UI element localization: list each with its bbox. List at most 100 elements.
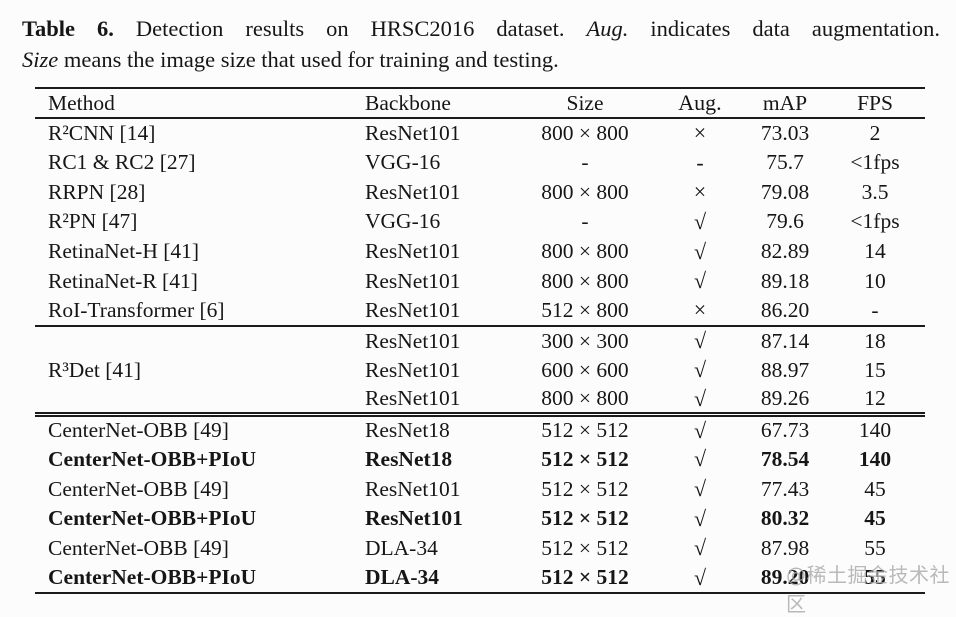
col-header-backbone: Backbone <box>365 90 451 115</box>
caption-text-1: Detection results on HRSC2016 dataset. <box>113 16 587 41</box>
fps-cell: 45 <box>864 506 886 531</box>
aug-mark-cell: √ <box>693 357 707 383</box>
method-cell <box>35 326 360 356</box>
method-cell: CenterNet-OBB [49] <box>48 535 229 560</box>
backbone-cell: ResNet101 <box>365 476 461 501</box>
caption-text-3: means the image size that used for train… <box>58 47 559 72</box>
table-row: CenterNet-OBB [49] ResNet18 512 × 512 √ … <box>35 415 925 445</box>
results-table-container: Method Backbone Size Aug. mAP FPS R²CNN … <box>35 87 925 594</box>
results-table: Method Backbone Size Aug. mAP FPS R²CNN … <box>35 87 925 594</box>
backbone-cell: DLA-34 <box>365 565 440 590</box>
aug-mark-cell: √ <box>693 446 707 472</box>
fps-cell: 45 <box>864 476 886 501</box>
caption-line-2: Size means the image size that used for … <box>22 44 940 75</box>
aug-mark-cell: √ <box>693 238 707 264</box>
map-cell: 87.14 <box>760 328 810 353</box>
aug-mark-cell: √ <box>693 476 707 502</box>
fps-cell: 14 <box>864 239 886 264</box>
table-row: R²PN [47] VGG-16 - √ 79.6 <1fps <box>35 207 925 237</box>
size-cell: 600 × 600 <box>541 357 629 382</box>
table-row: ResNet101 300 × 300 √ 87.14 18 <box>35 326 925 356</box>
aug-mark-cell: × <box>693 179 707 205</box>
size-cell: - <box>581 150 589 175</box>
aug-mark-cell: √ <box>693 564 707 590</box>
backbone-cell: VGG-16 <box>365 150 441 175</box>
aug-mark-cell: × <box>693 297 707 323</box>
table-row: ResNet101 800 × 800 √ 89.26 12 <box>35 385 925 415</box>
size-cell: 300 × 300 <box>541 328 629 353</box>
method-cell: R³Det [41] <box>48 357 142 382</box>
map-cell: 82.89 <box>760 239 810 264</box>
method-cell: CenterNet-OBB+PIoU <box>48 565 257 590</box>
table-body: R²CNN [14] ResNet101 800 × 800 × 73.03 2… <box>35 118 925 593</box>
size-cell: 512 × 512 <box>541 535 629 560</box>
fps-cell: 3.5 <box>861 179 889 204</box>
size-cell: 512 × 512 <box>541 565 629 590</box>
map-cell: 67.73 <box>760 418 810 443</box>
map-cell: 89.18 <box>760 268 810 293</box>
map-cell: 86.20 <box>760 297 810 322</box>
backbone-cell: ResNet101 <box>365 120 461 145</box>
method-cell: RRPN [28] <box>48 179 146 204</box>
fps-cell: <1fps <box>850 150 900 175</box>
method-cell: RoI-Transformer [6] <box>48 297 225 322</box>
fps-cell: 140 <box>858 446 892 471</box>
aug-mark-cell: √ <box>693 417 707 443</box>
backbone-cell: ResNet101 <box>365 506 463 531</box>
backbone-cell: ResNet18 <box>365 418 450 443</box>
fps-cell: 18 <box>864 328 886 353</box>
size-cell: 800 × 800 <box>541 239 629 264</box>
table-row: CenterNet-OBB [49] ResNet101 512 × 512 √… <box>35 474 925 504</box>
size-cell: 800 × 800 <box>541 179 629 204</box>
table-caption: Table 6. Detection results on HRSC2016 d… <box>22 13 940 75</box>
size-cell: 512 × 512 <box>541 418 629 443</box>
aug-mark-cell: √ <box>693 535 707 561</box>
fps-cell: 10 <box>864 268 886 293</box>
method-cell: RetinaNet-H [41] <box>48 239 200 264</box>
backbone-cell: ResNet101 <box>365 328 461 353</box>
col-header-size: Size <box>566 90 604 115</box>
aug-mark-cell: √ <box>693 268 707 294</box>
table-header: Method Backbone Size Aug. mAP FPS <box>35 88 925 118</box>
backbone-cell: DLA-34 <box>365 535 438 560</box>
col-header-fps: FPS <box>857 90 893 115</box>
caption-text-2: indicates data augmentation. <box>628 16 940 41</box>
caption-size-term: Size <box>22 47 59 72</box>
backbone-cell: ResNet101 <box>365 386 461 411</box>
method-cell <box>35 385 360 415</box>
table-row: CenterNet-OBB [49] DLA-34 512 × 512 √ 87… <box>35 534 925 564</box>
method-cell: CenterNet-OBB+PIoU <box>48 506 257 531</box>
aug-mark-cell: × <box>693 120 707 146</box>
method-cell: CenterNet-OBB+PIoU <box>48 446 257 471</box>
backbone-cell: VGG-16 <box>365 209 441 234</box>
fps-cell: 140 <box>858 418 892 443</box>
fps-cell: 55 <box>864 565 886 590</box>
table-row: CenterNet-OBB+PIoU ResNet101 512 × 512 √… <box>35 504 925 534</box>
table-row: RetinaNet-H [41] ResNet101 800 × 800 √ 8… <box>35 237 925 267</box>
size-cell: 512 × 512 <box>541 446 629 471</box>
map-cell: 88.97 <box>760 357 810 382</box>
method-cell: CenterNet-OBB [49] <box>48 418 229 443</box>
table-row: RetinaNet-R [41] ResNet101 800 × 800 √ 8… <box>35 266 925 296</box>
caption-line-1: Table 6. Detection results on HRSC2016 d… <box>22 13 940 44</box>
map-cell: 73.03 <box>760 120 810 145</box>
table-row: R²CNN [14] ResNet101 800 × 800 × 73.03 2 <box>35 118 925 148</box>
caption-table-label: Table 6. <box>22 16 114 41</box>
method-cell: R²PN [47] <box>48 209 138 234</box>
fps-cell: 15 <box>864 357 886 382</box>
aug-mark-cell: √ <box>693 208 707 234</box>
col-header-map: mAP <box>762 90 808 115</box>
size-cell: - <box>581 209 589 234</box>
fps-cell: 12 <box>864 386 886 411</box>
backbone-cell: ResNet18 <box>365 446 453 471</box>
fps-cell: 55 <box>864 535 886 560</box>
table-row: R³Det [41] ResNet101 600 × 600 √ 88.97 1… <box>35 356 925 386</box>
aug-mark-cell: √ <box>693 385 707 411</box>
method-cell: RC1 & RC2 [27] <box>48 150 196 175</box>
size-cell: 512 × 512 <box>541 476 629 501</box>
table-row: CenterNet-OBB+PIoU ResNet18 512 × 512 √ … <box>35 445 925 475</box>
table-row: RC1 & RC2 [27] VGG-16 - - 75.7 <1fps <box>35 148 925 178</box>
fps-cell: - <box>871 297 879 322</box>
map-cell: 89.26 <box>760 386 810 411</box>
method-cell: RetinaNet-R [41] <box>48 268 198 293</box>
